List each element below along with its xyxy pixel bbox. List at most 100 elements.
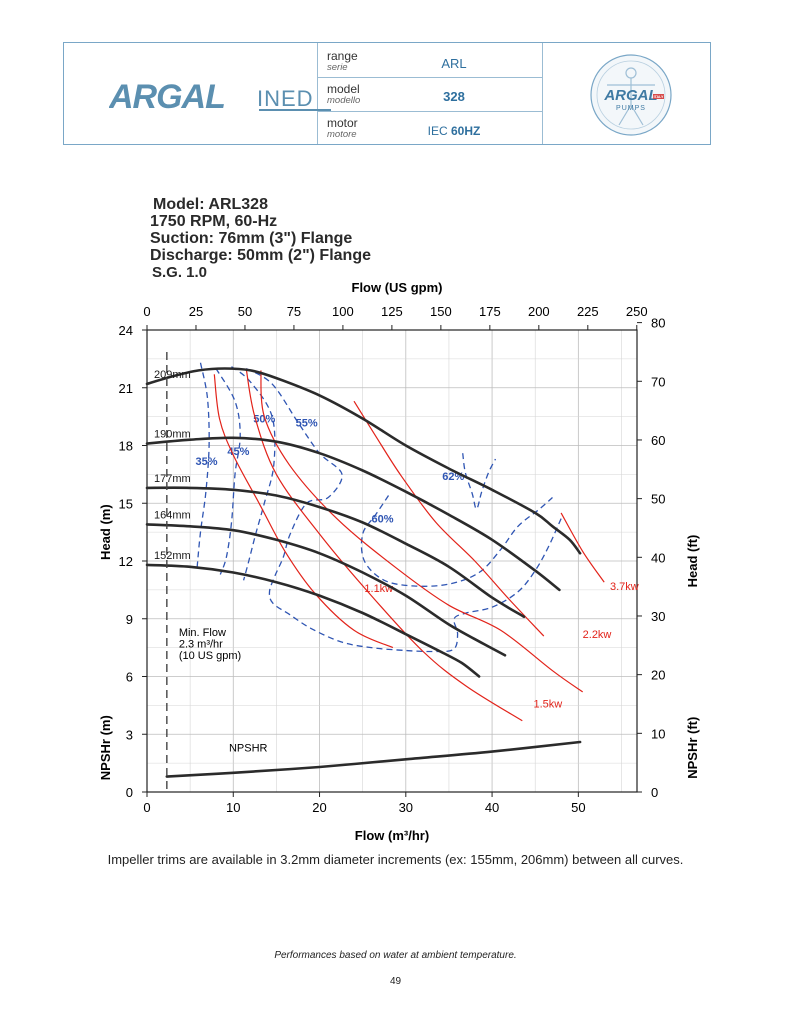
footnote: Performances based on water at ambient t…: [274, 950, 517, 961]
chart-grid: [146, 329, 637, 793]
x-tick-label: 30: [399, 800, 413, 815]
seal-sub: PUMPS: [616, 105, 646, 112]
header-divider: [317, 43, 318, 144]
power-3-7kw-label: 3.7kw: [610, 581, 639, 593]
y2-tick-label: 40: [651, 550, 665, 565]
y2-axis-title: Head (ft): [685, 535, 700, 588]
x2-tick-label: 100: [332, 304, 354, 319]
x2-tick-label: 25: [189, 304, 203, 319]
header-divider: [317, 111, 542, 112]
brand-logo: ARGAL INED: [109, 78, 331, 112]
y-tick-label: 0: [126, 785, 133, 800]
power-2-2kw-line: [260, 370, 584, 693]
trim-caption: Impeller trims are available in 3.2mm di…: [107, 852, 684, 867]
x-tick-label: 0: [143, 800, 150, 815]
power-1-5kw-line: [245, 368, 523, 722]
x2-tick-label: 175: [479, 304, 501, 319]
eff-60-contour: [360, 495, 553, 587]
y-tick-label: 24: [119, 323, 133, 338]
x2-tick-label: 225: [577, 304, 599, 319]
x2-tick-label: 150: [430, 304, 452, 319]
eff-60-label: 60%: [371, 514, 393, 526]
page-number: 49: [389, 976, 402, 987]
x2-tick-label: 50: [238, 304, 252, 319]
x-tick-label: 10: [226, 800, 240, 815]
y2-tick-label: 60: [651, 433, 665, 448]
curve-npshr: [165, 740, 582, 778]
curve-152mm: [145, 563, 481, 678]
npshr-label: NPSHR: [229, 743, 268, 755]
motor-label: motor motore: [327, 116, 358, 140]
y-tick-label: 18: [119, 439, 133, 454]
x-axis-title: Flow (m³/hr): [355, 828, 429, 843]
power-1-1kw-line: [213, 374, 394, 649]
y-tick-label: 12: [119, 554, 133, 569]
power-3-7kw-ext: [560, 512, 605, 583]
y2-tick-label: 10: [651, 726, 665, 741]
chart-axes: 0 10 20 30 40 50 0 25 50 75 100 125 150 175 200 225 250 0…: [98, 280, 700, 843]
logo-text: ARGAL: [109, 78, 225, 112]
y-axis-title-lower: NPSHr (m): [98, 715, 113, 780]
x2-axis-title: Flow (US gpm): [352, 280, 443, 295]
header-divider: [317, 77, 542, 78]
eff-55-label: 55%: [296, 417, 318, 429]
seal-tag: ITALY: [654, 95, 664, 99]
spec-sg: S.G. 1.0: [152, 264, 208, 281]
y2-tick-label: 80: [651, 316, 665, 331]
impeller-curves: [145, 367, 582, 778]
eff-45-label: 45%: [227, 446, 249, 458]
curve-label-152mm: 152mm: [154, 550, 191, 562]
spec-model: Model: ARL328: [153, 196, 268, 213]
eff-50-label: 50%: [253, 413, 275, 425]
motor-value: IEC 60HZ: [427, 124, 481, 138]
seal-text: ARGAL: [603, 87, 657, 104]
eff-50-contour: [231, 366, 276, 581]
curve-label-177mm: 177mm: [154, 473, 191, 485]
eff-45-contour: [215, 368, 241, 575]
y-axis-title: Head (m): [98, 504, 113, 560]
power-1-5kw-label: 1.5kw: [533, 698, 562, 710]
curve-label-209mm: 209mm: [154, 369, 191, 381]
min-flow-label: Min. Flow: [179, 627, 226, 639]
spec-suction: Suction: 76mm (3") Flange: [150, 230, 353, 247]
eff-35-contour: [196, 362, 210, 569]
y-tick-label: 3: [126, 727, 133, 742]
curve-177mm: [145, 486, 526, 619]
y2-tick-label: 50: [651, 492, 665, 507]
italy-flag-icon: [653, 94, 664, 99]
x2-tick-label: 0: [143, 304, 150, 319]
x2-tick-label: 250: [626, 304, 648, 319]
curve-190mm: [145, 436, 561, 592]
x-tick-label: 50: [571, 800, 585, 815]
curve-209mm: [145, 367, 582, 555]
x-tick-label: 40: [485, 800, 499, 815]
range-label: range serie: [327, 49, 358, 73]
power-3-7kw-line: [353, 400, 545, 637]
x-tick-label: 20: [312, 800, 326, 815]
y-tick-label: 9: [126, 612, 133, 627]
range-value: ARL: [441, 56, 467, 71]
y2-tick-label: 30: [651, 609, 665, 624]
header-table: ARGAL INED range serie ARL model modello 3…: [63, 42, 711, 145]
spec-rpm: 1750 RPM, 60-Hz: [150, 213, 278, 230]
efficiency-contours: 35% 45% 50% 55% 60% 62%: [196, 362, 562, 653]
x2-tick-label: 75: [287, 304, 301, 319]
y2-axis-title-lower: NPSHr (ft): [685, 717, 700, 779]
y2-tick-label: 70: [651, 374, 665, 389]
eff-62-label: 62%: [442, 471, 464, 483]
eff-62-contour: [462, 453, 497, 510]
header-divider: [542, 43, 543, 144]
x2-tick-label: 125: [381, 304, 403, 319]
y-tick-label: 21: [119, 381, 133, 396]
y2-tick-label: 20: [651, 668, 665, 683]
argal-seal-logo: ARGAL PUMPS ITALY: [590, 54, 672, 136]
y-tick-label: 15: [119, 496, 133, 511]
x2-tick-label: 200: [528, 304, 550, 319]
min-flow-gpm: (10 US gpm): [179, 650, 241, 662]
curve-label-164mm: 164mm: [154, 509, 191, 521]
min-flow-value: 2.3 m³/hr: [179, 639, 223, 651]
y-tick-label: 6: [126, 670, 133, 685]
eff-55-contour: [245, 367, 562, 653]
